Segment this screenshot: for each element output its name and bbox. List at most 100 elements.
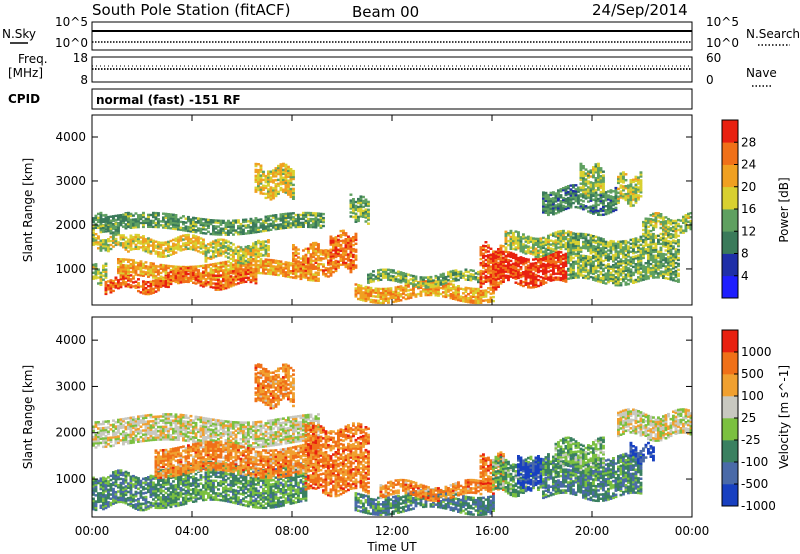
data-cell <box>507 259 510 262</box>
data-cell <box>357 297 360 301</box>
data-cell <box>152 276 155 279</box>
data-cell <box>224 270 228 274</box>
data-cell <box>94 275 98 278</box>
data-cell <box>247 270 250 274</box>
data-cell <box>514 236 518 239</box>
data-cell <box>547 254 550 257</box>
data-cell <box>212 278 215 281</box>
data-cell <box>164 272 168 275</box>
data-cell <box>112 283 115 287</box>
data-cell <box>109 283 113 286</box>
data-cell <box>277 267 280 271</box>
data-cell <box>122 217 125 220</box>
data-cell <box>119 244 123 247</box>
data-cell <box>209 243 213 247</box>
data-cell <box>524 236 528 239</box>
data-cell <box>142 219 145 223</box>
data-cell <box>299 221 303 225</box>
data-cell <box>179 237 183 240</box>
data-cell <box>209 245 213 249</box>
data-cell <box>309 277 313 280</box>
data-cell <box>314 243 318 247</box>
data-cell <box>169 223 173 226</box>
data-cell <box>592 276 595 279</box>
data-cell <box>149 282 153 285</box>
data-cell <box>652 264 655 267</box>
data-cell <box>159 253 163 256</box>
data-cell <box>319 251 323 254</box>
data-cell <box>267 272 270 275</box>
data-cell <box>184 268 188 272</box>
data-cell <box>154 240 158 243</box>
data-cell <box>212 233 215 236</box>
data-cell <box>137 267 140 271</box>
data-cell <box>104 220 108 223</box>
data-cell <box>259 226 263 229</box>
data-cell <box>312 249 315 253</box>
data-cell <box>262 221 265 225</box>
data-cell <box>292 216 295 219</box>
data-cell <box>272 173 275 176</box>
data-cell <box>524 265 528 269</box>
data-cell <box>604 240 608 244</box>
data-cell <box>484 291 488 294</box>
data-cell <box>419 290 423 293</box>
data-cell <box>257 247 260 251</box>
data-cell <box>404 278 408 282</box>
data-cell <box>449 289 453 292</box>
data-cell <box>469 299 473 302</box>
data-cell <box>242 275 245 278</box>
data-cell <box>139 274 143 277</box>
data-cell <box>122 234 125 237</box>
data-cell <box>99 230 103 234</box>
data-cell <box>309 225 313 229</box>
data-cell <box>352 211 355 215</box>
data-cell <box>294 219 298 223</box>
data-cell <box>457 285 460 288</box>
data-cell <box>367 216 370 219</box>
data-cell <box>354 236 358 240</box>
data-cell <box>164 283 168 286</box>
data-cell <box>412 282 415 286</box>
data-cell <box>172 269 175 273</box>
data-cell <box>119 215 123 219</box>
data-cell <box>429 281 433 285</box>
data-cell <box>184 245 188 249</box>
data-cell <box>604 282 608 285</box>
data-cell <box>304 269 308 272</box>
data-cell <box>349 249 353 252</box>
data-cell <box>172 273 175 276</box>
data-cell <box>387 278 390 281</box>
data-cell <box>167 240 170 244</box>
data-cell <box>154 252 158 255</box>
data-cell <box>187 268 190 272</box>
data-cell <box>319 268 323 272</box>
data-cell <box>337 248 340 251</box>
data-cell <box>202 222 205 225</box>
data-cell <box>479 285 483 289</box>
data-cell <box>164 243 168 246</box>
data-cell <box>377 289 380 293</box>
data-cell <box>399 273 403 276</box>
data-cell <box>527 235 530 238</box>
data-cell <box>329 253 333 256</box>
data-cell <box>307 219 310 223</box>
data-cell <box>104 280 108 284</box>
data-cell <box>364 214 368 217</box>
data-cell <box>242 280 245 284</box>
data-cell <box>114 284 118 287</box>
data-cell <box>287 267 290 270</box>
data-cell <box>447 282 450 285</box>
data-cell <box>172 223 175 226</box>
data-cell <box>417 281 420 285</box>
data-cell <box>94 216 98 220</box>
data-cell <box>459 287 463 290</box>
data-cell <box>349 263 353 266</box>
data-cell <box>432 282 435 285</box>
data-cell <box>267 262 270 265</box>
data-cell <box>352 198 355 201</box>
data-cell <box>414 285 418 288</box>
data-cell <box>149 213 153 217</box>
data-cell <box>182 268 185 272</box>
data-cell <box>222 252 225 255</box>
